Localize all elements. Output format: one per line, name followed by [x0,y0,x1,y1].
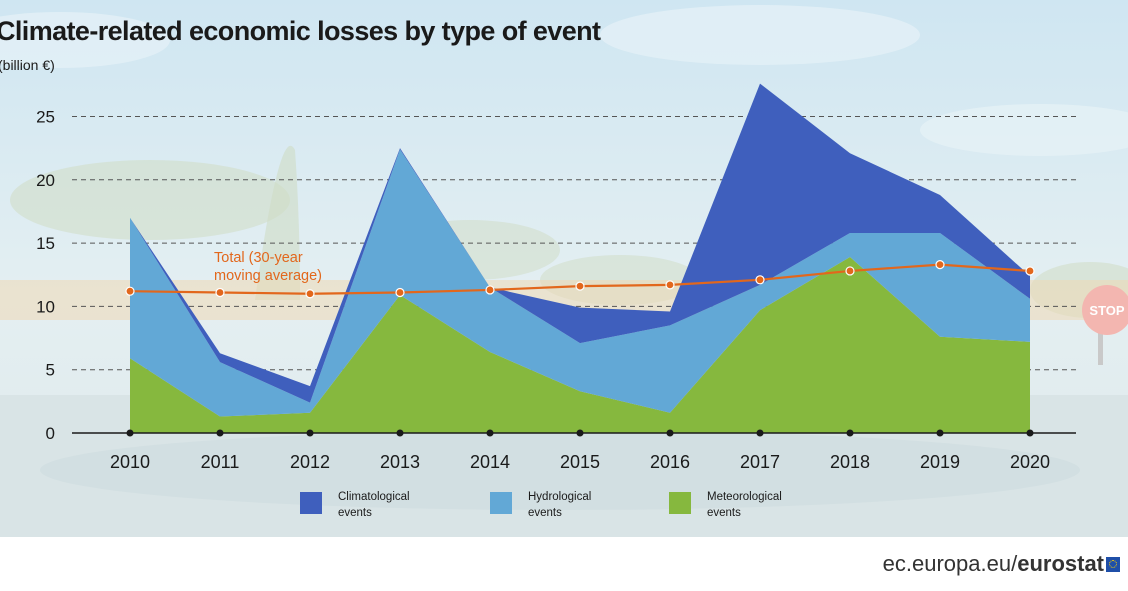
x-tick-marker-2012 [306,429,314,437]
legend-label-line: events [528,507,562,519]
x-tick-marker-2017 [756,429,764,437]
y-tick-label-25: 25 [36,108,55,127]
total-point-2013 [395,287,405,298]
legend-label-line: Hydrological [528,491,591,503]
legend-label-line: events [338,507,372,519]
x-tick-label-2011: 2011 [201,452,240,472]
total-line-label: Total (30-year moving average) [214,250,322,284]
area-hydrological-events [130,149,1030,417]
x-tick-marker-2010 [126,429,134,437]
eu-flag-icon [1106,556,1120,572]
total-line-label-line: Total (30-year [214,250,303,266]
x-tick-label-2019: 2019 [920,452,960,472]
x-tick-label-2016: 2016 [650,452,690,472]
source-footer: ec.europa.eu / eurostat [883,551,1120,577]
x-tick-marker-2015 [576,429,584,437]
total-moving-average-line: Total (30-year moving average) [125,250,1035,299]
y-axis-ticks: 0 5 10 15 20 25 [36,108,55,444]
total-point-2014 [485,285,495,295]
x-tick-marker-2016 [666,429,674,437]
x-tick-label-2012: 2012 [290,452,330,472]
x-tick-marker-2011 [216,429,224,437]
legend-label-meteorological: Meteorological events [707,491,782,519]
total-point-2018 [845,266,855,276]
total-point-2011 [215,287,225,298]
total-point-2012 [305,289,315,299]
source-separator: / [1011,551,1018,576]
legend-label-line: Climatological [338,491,410,503]
legend-label-line: Meteorological [707,491,782,503]
x-tick-label-2013: 2013 [380,452,420,472]
x-tick-marker-2019 [936,429,944,437]
x-axis-ticks: 2010 2011 2012 2013 2014 2015 2016 2017 2018 2019… [110,429,1050,472]
stop-sign-icon: STOP [1082,285,1128,365]
x-tick-label-2018: 2018 [830,452,870,472]
total-point-2017 [755,275,765,285]
chart-unit-label: (billion €) [0,57,55,73]
x-tick-label-2010: 2010 [110,452,150,472]
total-line-label-line: moving average) [214,268,322,284]
y-tick-label-15: 15 [36,234,55,253]
source-domain: ec.europa.eu [882,551,1012,576]
total-point-2016 [665,280,675,290]
legend-swatch-meteorological [669,492,691,514]
y-tick-label-0: 0 [46,424,55,443]
legend-swatch-climatological [300,492,322,514]
legend-swatch-hydrological [490,492,512,514]
area-climatological-events [130,83,1030,403]
chart-title: Climate-related economic losses by type … [0,16,601,46]
y-tick-label-10: 10 [36,297,55,316]
y-tick-label-20: 20 [36,171,55,190]
legend-label-climatological: Climatological events [338,491,410,519]
source-brand: eurostat [1017,551,1104,576]
x-tick-marker-2014 [486,429,494,437]
x-tick-label-2020: 2020 [1010,452,1050,472]
x-tick-marker-2013 [396,429,404,437]
legend-label-line: events [707,507,741,519]
x-tick-label-2017: 2017 [740,452,780,472]
x-tick-marker-2018 [846,429,854,437]
stacked-areas [130,83,1030,433]
svg-text:STOP: STOP [1089,303,1124,318]
x-tick-label-2015: 2015 [560,452,600,472]
total-point-2019 [935,260,945,270]
x-tick-marker-2020 [1026,429,1034,437]
x-tick-label-2014: 2014 [470,452,510,472]
area-meteorological-events [130,257,1030,433]
total-point-2010 [125,286,135,296]
total-point-2020 [1025,266,1035,276]
total-point-2015 [575,281,585,291]
y-tick-label-5: 5 [46,361,55,380]
legend-label-hydrological: Hydrological events [528,491,591,519]
